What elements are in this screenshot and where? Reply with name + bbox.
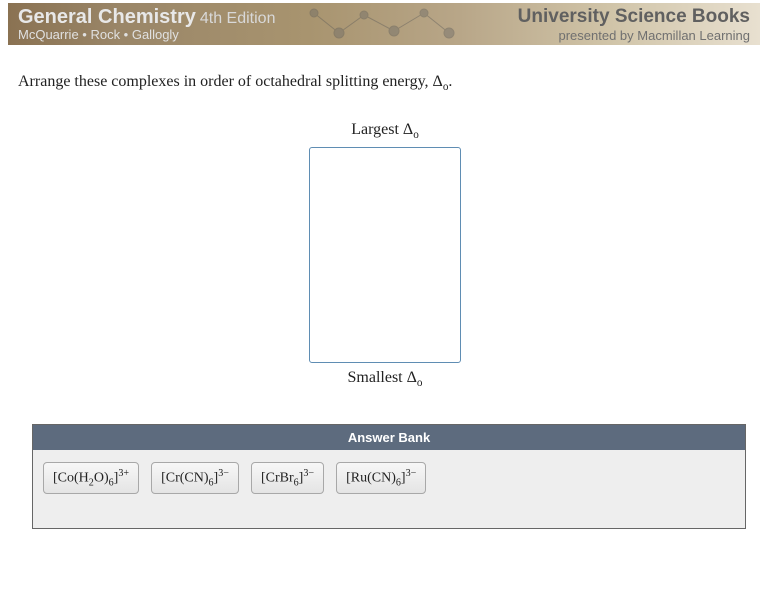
chip-text: O) <box>94 470 109 485</box>
chip-charge: 3− <box>303 468 314 479</box>
drop-target[interactable] <box>309 147 461 363</box>
chip-charge: 3− <box>406 468 417 479</box>
answer-bank-body: [Co(H2O)6]3+ [Cr(CN)6]3− [CrBr6]3− [Ru(C… <box>33 450 745 528</box>
chip-text: [Co(H <box>53 470 89 485</box>
largest-label: Largest Δo <box>18 121 752 141</box>
chip-charge: 3− <box>218 468 229 479</box>
ranking-area: Largest Δo Smallest Δo <box>18 121 752 389</box>
chip-text: [Ru(CN) <box>346 470 396 485</box>
chip-charge: 3+ <box>118 468 129 479</box>
presented-by: presented by Macmillan Learning <box>518 28 750 43</box>
header-right: University Science Books presented by Ma… <box>518 6 750 43</box>
question-area: Arrange these complexes in order of octa… <box>0 45 770 406</box>
question-prompt: Arrange these complexes in order of octa… <box>18 73 752 93</box>
complex-chip[interactable]: [CrBr6]3− <box>251 462 324 494</box>
smallest-label: Smallest Δo <box>18 369 752 389</box>
prompt-text: Arrange these complexes in order of octa… <box>18 73 443 90</box>
largest-label-text: Largest Δ <box>351 121 413 138</box>
complex-chip[interactable]: [Ru(CN)6]3− <box>336 462 426 494</box>
largest-label-sub: o <box>413 129 419 141</box>
answer-bank-header: Answer Bank <box>33 425 745 450</box>
chip-text: [CrBr <box>261 470 294 485</box>
answer-bank: Answer Bank [Co(H2O)6]3+ [Cr(CN)6]3− [Cr… <box>32 424 746 529</box>
molecule-decoration <box>294 3 474 45</box>
prompt-suffix: . <box>448 73 452 90</box>
smallest-label-text: Smallest Δ <box>348 369 417 386</box>
complex-chip[interactable]: [Co(H2O)6]3+ <box>43 462 139 494</box>
smallest-label-sub: o <box>417 378 423 390</box>
book-edition: 4th Edition <box>200 10 276 27</box>
textbook-header: General Chemistry 4th Edition McQuarrie … <box>8 3 760 45</box>
complex-chip[interactable]: [Cr(CN)6]3− <box>151 462 239 494</box>
publisher-name: University Science Books <box>518 6 750 28</box>
chip-text: [Cr(CN) <box>161 470 208 485</box>
book-title: General Chemistry <box>18 6 196 28</box>
